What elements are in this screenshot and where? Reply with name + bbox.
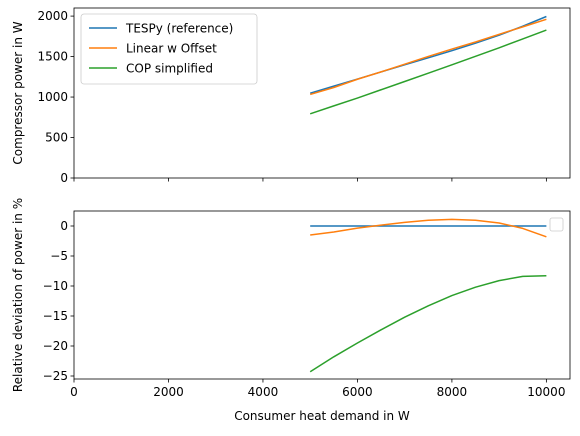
y-tick-label: 1500 (37, 50, 68, 64)
x-tick-label: 2000 (153, 385, 184, 399)
axes-frame (73, 210, 571, 380)
x-tick-label: 10000 (527, 385, 565, 399)
y-tick-label: −10 (43, 279, 68, 293)
x-tick-label: 0 (70, 385, 78, 399)
legend: TESPy (reference) Linear w Offset COP simp… (80, 13, 258, 85)
y-tick-label: 1000 (37, 90, 68, 104)
y-tick-label: 2000 (37, 9, 68, 23)
x-axis-label: Consumer heat demand in W (234, 409, 410, 423)
y-tick-label: −15 (43, 309, 68, 323)
legend-entry: COP simplified (126, 62, 213, 76)
y-tick-label: 0 (60, 171, 68, 185)
series-line-1 (309, 15, 547, 94)
legend-entry: Linear w Offset (126, 42, 217, 56)
empty-legend-box (549, 217, 564, 232)
subplot-1: 0 500 1000 1500 2000 Compressor power in W TES… (11, 7, 571, 185)
subplot-2: 0 2000 4000 6000 8000 10000 0 −5 −10 −15 −20 −25 Rel… (11, 198, 571, 423)
y-tick-label: −25 (43, 369, 68, 383)
x-tick-label: 6000 (342, 385, 373, 399)
series-line-3 (309, 29, 547, 115)
y-tick-label: 0 (60, 219, 68, 233)
x-tick-label: 4000 (248, 385, 279, 399)
series-line-2 (309, 18, 547, 96)
y-axis-label: Relative deviation of power in % (11, 198, 25, 392)
y-axis-label: Compressor power in W (11, 21, 25, 164)
y-tick-label: −20 (43, 339, 68, 353)
legend-frame (80, 13, 258, 85)
legend-entry: TESPy (reference) (125, 22, 233, 36)
series-line-3 (309, 275, 547, 373)
series-line-2 (310, 218, 547, 238)
axes-frame (73, 7, 571, 179)
y-tick-label: 500 (45, 131, 68, 145)
x-tick-label: 8000 (437, 385, 468, 399)
y-tick-label: −5 (50, 249, 68, 263)
